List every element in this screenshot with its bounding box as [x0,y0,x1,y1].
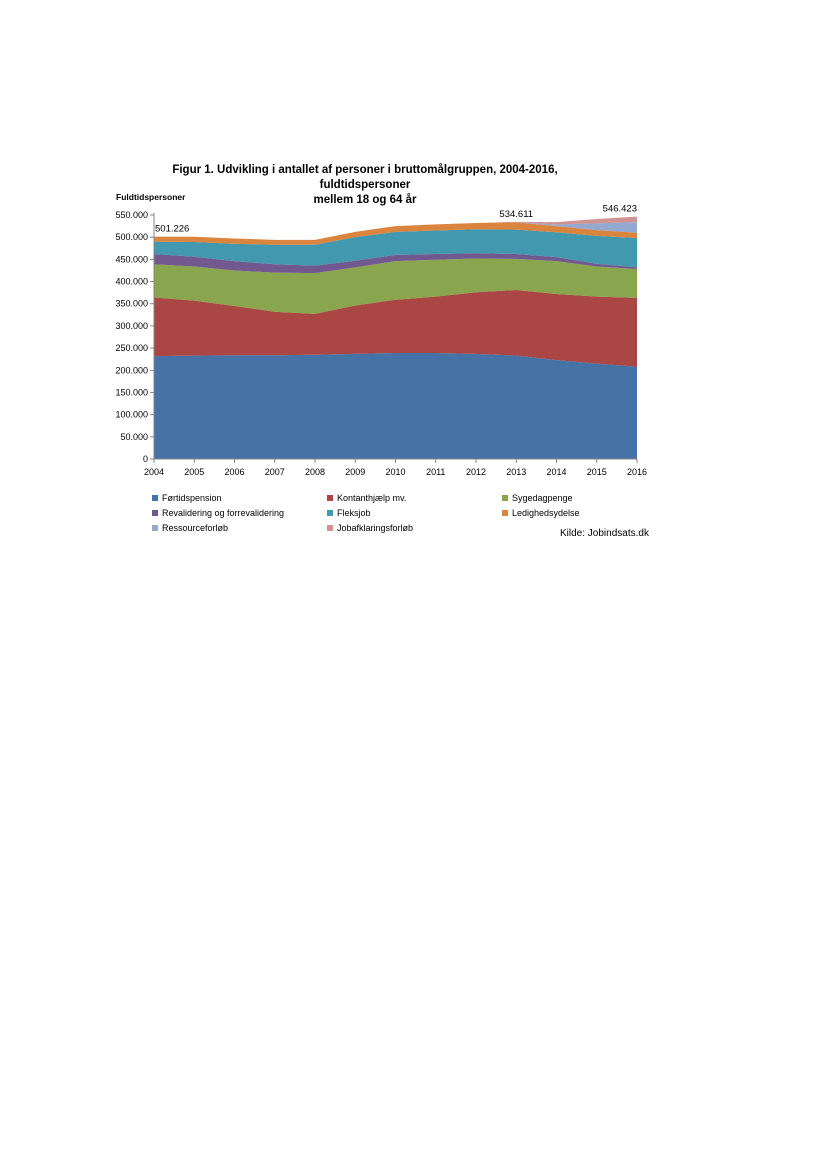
x-tick-label: 2013 [506,467,526,477]
chart-title: Figur 1. Udvikling i antallet af persone… [130,163,600,208]
legend-item-sygedagpenge: Sygedagpenge [502,492,573,504]
legend-item-revalidering-og-forrevalidering: Revalidering og forrevalidering [152,507,284,519]
legend-swatch [502,510,508,516]
legend-label: Ressourceforløb [162,523,229,533]
source-note: Kilde: Jobindsats.dk [560,528,649,539]
y-tick-label: 300.000 [115,321,148,331]
legend-item-jobafklaringsforlob: Jobafklaringsforløb [327,522,413,534]
y-tick-label: 550.000 [115,210,148,220]
chart-title-line2: mellem 18 og 64 år [313,194,417,206]
area-revalidering-og-forrevalidering [154,253,637,274]
legend-label: Førtidspension [162,493,222,503]
area-ledighedsydelse [154,222,637,245]
legend-swatch [327,495,333,501]
chart-title-line1: Figur 1. Udvikling i antallet af persone… [172,164,558,191]
x-tick-label: 2008 [305,467,325,477]
legend-label: Sygedagpenge [512,493,573,503]
legend-swatch [152,525,158,531]
area-ressourceforlob [154,222,637,240]
y-tick-label: 500.000 [115,232,148,242]
area-kontanthjaelp-mv [154,289,637,367]
total-annotation: 546.423 [603,204,637,215]
y-tick-label: 250.000 [115,343,148,353]
legend-label: Jobafklaringsforløb [337,523,414,533]
y-tick-label: 150.000 [115,387,148,397]
legend-swatch [327,525,333,531]
x-tick-label: 2014 [546,467,566,477]
x-tick-label: 2010 [385,467,405,477]
legend-swatch [327,510,333,516]
y-tick-label: 450.000 [115,254,148,264]
y-axis-label: Fuldtidspersoner [116,192,186,202]
y-tick-label: 50.000 [120,432,148,442]
y-tick-label: 100.000 [115,410,148,420]
legend-swatch [502,495,508,501]
x-tick-label: 2006 [224,467,244,477]
annotations: 501.226 534.611 546.423 [155,204,637,235]
legend-item-ressourceforlob: Ressourceforløb [152,522,228,534]
legend-swatch [152,510,158,516]
legend-label: Ledighedsydelse [512,508,580,518]
total-annotation: 534.611 [499,209,533,220]
legend-item-ledighedsydelse: Ledighedsydelse [502,507,580,519]
y-tick-label: 400.000 [115,277,148,287]
legend-item-fortidspension: Førtidspension [152,492,222,504]
area-fortidspension [154,352,637,459]
x-tick-label: 2004 [144,467,164,477]
y-tick-label: 0 [143,454,148,464]
y-tick-label: 200.000 [115,365,148,375]
legend-swatch [152,495,158,501]
legend-label: Kontanthjælp mv. [337,493,407,503]
y-tick-label: 350.000 [115,299,148,309]
legend-label: Fleksjob [337,508,371,518]
x-tick-label: 2012 [466,467,486,477]
area-fleksjob [154,229,637,268]
x-tick-label: 2016 [627,467,647,477]
x-tick-label: 2005 [184,467,204,477]
area-sygedagpenge [154,258,637,314]
x-tick-label: 2011 [426,467,445,477]
stacked-area-chart: Fuldtidspersoner 0 50.000 100.000 150.000 20… [115,192,647,477]
x-tick-label: 2009 [345,467,365,477]
axes: 0 50.000 100.000 150.000 200.000 250.000 300.0… [115,210,647,477]
area-layers [154,216,637,459]
x-tick-label: 2015 [587,467,607,477]
legend-label: Revalidering og forrevalidering [162,508,285,518]
total-annotation: 501.226 [155,224,189,235]
x-tick-label: 2007 [265,467,285,477]
legend-item-fleksjob: Fleksjob [327,507,371,519]
legend-item-kontanthjaelp-mv: Kontanthjælp mv. [327,492,406,504]
